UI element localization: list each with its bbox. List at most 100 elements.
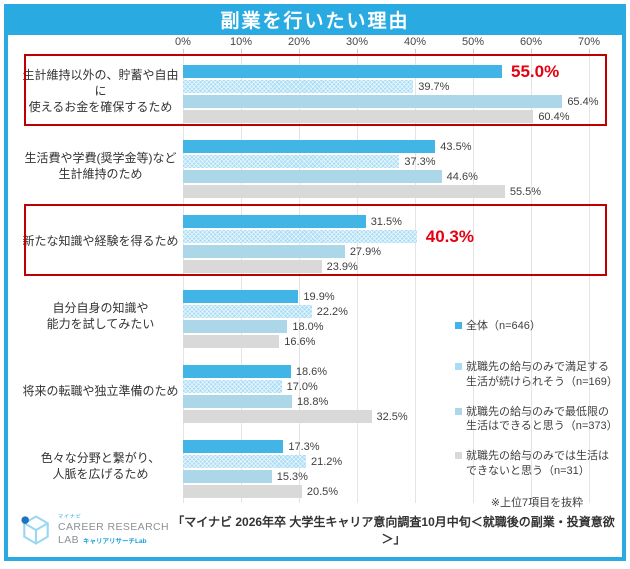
bar-value-label: 43.5% xyxy=(440,140,472,153)
legend-item: 就職先の給与のみで最低限の生活はできると思う（n=373） xyxy=(455,405,619,435)
bars-block: 17.3% 21.2% 15.3% 20.5% xyxy=(183,440,622,498)
bar-value-label: 18.6% xyxy=(295,365,328,378)
chart-group: 新たな知識や経験を得るため 31.5% 40.3% 27.9% 23.9% xyxy=(8,203,622,278)
legend-label: 就職先の給与のみで満足する生活が続けられそう（n=169） xyxy=(466,360,618,388)
bar-value-label: 22.2% xyxy=(316,305,348,318)
bar-row: 23.9% xyxy=(183,260,622,273)
bar-value-label: 55.5% xyxy=(509,185,542,198)
bars-block: 19.9% 22.2% 18.0% 16.6% xyxy=(183,290,622,348)
axis-tick-mark xyxy=(183,49,184,53)
bar-value-label: 37.3% xyxy=(404,155,436,168)
logo-line2-sub: キャリアリサーチLab xyxy=(83,537,147,545)
category-label: 自分自身の知識や 能力を試してみたい xyxy=(46,300,155,331)
bar-value-label: 44.6% xyxy=(446,170,478,183)
axis-tick-label: 10% xyxy=(229,36,253,48)
bar-row: 37.3% xyxy=(183,155,622,168)
legend-swatch xyxy=(455,452,462,460)
chart-group: 生計維持以外の、貯蓄や自由に 使えるお金を確保するため 55.0% 39.7% 65.… xyxy=(8,53,622,128)
axis-tick-label: 50% xyxy=(461,36,485,48)
bar xyxy=(183,170,442,183)
bar-value-label: 39.7% xyxy=(418,80,450,93)
legend-note: ※上位7項目を抜粋 xyxy=(490,496,584,509)
bar xyxy=(183,95,563,108)
legend-item: 就職先の給与のみでは生活はできないと思う（n=31） xyxy=(455,449,619,479)
bar xyxy=(183,395,293,408)
bar xyxy=(183,185,505,198)
gridline xyxy=(589,53,590,503)
bar xyxy=(183,80,414,93)
bar xyxy=(183,410,372,423)
bar-row: 20.5% xyxy=(183,485,622,498)
legend-swatch xyxy=(455,362,462,370)
legend: 全体（n=646） 就職先の給与のみで満足する生活が続けられそう（n=169） 就職… xyxy=(455,319,619,510)
axis-tick-label: 20% xyxy=(287,36,311,48)
bar-row: 31.5% xyxy=(183,215,622,228)
bars-block: 55.0% 39.7% 65.4% 60.4% xyxy=(183,62,622,123)
bar-value-label: 60.4% xyxy=(538,110,570,123)
bar-row: 39.7% xyxy=(183,80,622,93)
bar xyxy=(183,470,272,483)
legend-item: 全体（n=646） xyxy=(455,319,619,334)
gridline xyxy=(357,53,358,503)
source-citation: 「マイナビ 2026年卒 大学生キャリア意向調査10月中旬＜就職後の副業・投資意… xyxy=(172,515,615,546)
chart-group: 色々な分野と繋がり、 人脈を広げるため 17.3% 21.2% 15.3% 20.5% xyxy=(8,428,622,503)
bar xyxy=(183,485,302,498)
chart-title: 副業を行いたい理由 xyxy=(8,8,622,35)
x-axis: 0% 10% 20% 30% 40% 50% 60% 70% xyxy=(8,35,622,53)
category-label: 生計維持以外の、貯蓄や自由に 使えるお金を確保するため xyxy=(22,67,179,114)
bar-row: 18.0% xyxy=(183,320,622,333)
bar-row: 21.2% xyxy=(183,455,622,468)
bar xyxy=(183,140,436,153)
bar-value-label: 40.3% xyxy=(425,226,474,246)
category-label: 色々な分野と繋がり、 人脈を広げるため xyxy=(40,450,161,481)
bar-value-label: 17.3% xyxy=(288,440,320,453)
bar-row: 19.9% xyxy=(183,290,622,303)
axis-tick-mark xyxy=(589,49,590,53)
bars-block: 18.6% 17.0% 18.8% 32.5% xyxy=(183,365,622,423)
category-label: 新たな知識や経験を得るため xyxy=(22,233,179,248)
legend-label: 就職先の給与のみでは生活はできないと思う（n=31） xyxy=(466,450,609,478)
bar-value-label: 16.6% xyxy=(284,335,316,348)
bar xyxy=(183,380,282,393)
bar xyxy=(183,215,366,228)
bar xyxy=(183,260,322,273)
axis-tick-mark xyxy=(473,49,474,53)
bar xyxy=(183,245,345,258)
bar-row: 15.3% xyxy=(183,470,622,483)
category-label: 生活費や学費(奨学金等)など 生計維持のため xyxy=(24,150,177,181)
bar-value-label: 18.0% xyxy=(292,320,324,333)
axis-tick-label: 40% xyxy=(403,36,427,48)
category-label: 将来の転職や独立準備のため xyxy=(22,383,179,398)
bar-value-label: 65.4% xyxy=(567,95,599,108)
bar xyxy=(183,335,280,348)
bar xyxy=(183,305,312,318)
chart-group: 自分自身の知識や 能力を試してみたい 19.9% 22.2% 18.0% 16.6% xyxy=(8,278,622,353)
bar xyxy=(183,320,288,333)
bar xyxy=(183,365,291,378)
axis-tick-mark xyxy=(299,49,300,53)
bar-row: 17.0% xyxy=(183,380,622,393)
bar xyxy=(183,440,284,453)
axis-tick-mark xyxy=(415,49,416,53)
bar-row: 44.6% xyxy=(183,170,622,183)
legend-swatch xyxy=(455,322,462,329)
cube-logo-icon xyxy=(21,515,49,545)
logo-brand-small: マイナビ xyxy=(58,514,82,520)
bar-row: 17.3% xyxy=(183,440,622,453)
career-research-lab-logo: マイナビ CAREER RESEARCH LAB キャリアリサーチLab xyxy=(18,512,169,548)
bar-value-label: 19.9% xyxy=(303,290,335,303)
axis-tick-label: 0% xyxy=(175,36,191,48)
logo-line1: CAREER RESEARCH xyxy=(58,521,170,533)
logo-line2: LAB xyxy=(58,533,80,546)
bar xyxy=(183,155,400,168)
axis-tick-label: 30% xyxy=(345,36,369,48)
bar-row: 65.4% xyxy=(183,95,622,108)
gridline xyxy=(183,53,184,503)
axis-tick-mark xyxy=(241,49,242,53)
chart-group: 将来の転職や独立準備のため 18.6% 17.0% 18.8% 32.5% xyxy=(8,353,622,428)
bar-value-label: 21.2% xyxy=(310,455,343,468)
bar-value-label: 17.0% xyxy=(286,380,318,393)
bar-value-label: 27.9% xyxy=(349,245,382,258)
bar-row: 55.0% xyxy=(183,62,622,81)
bar xyxy=(183,65,502,78)
